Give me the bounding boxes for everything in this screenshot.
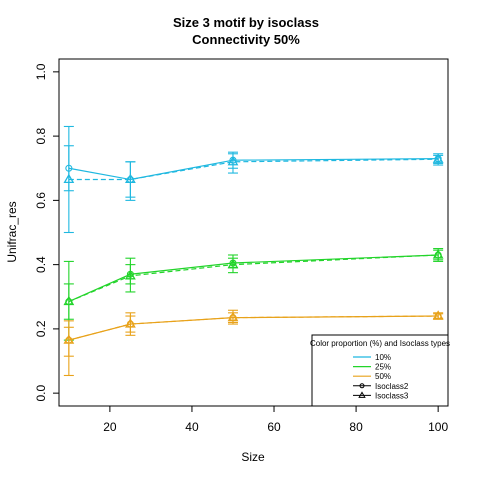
series-line: [68, 254, 439, 303]
series: [63, 309, 444, 377]
y-tick-label: 1.0: [34, 63, 48, 80]
chart-subtitle: Connectivity 50%: [192, 32, 300, 47]
series-line: [68, 158, 439, 181]
legend-label: Isoclass3: [375, 391, 409, 400]
y-axis: 0.0 0.2 0.4 0.6 0.8 1.0: [34, 63, 59, 401]
data-point: [63, 173, 75, 184]
y-tick-label: 0.8: [34, 127, 48, 144]
legend-entry: 50%: [353, 372, 391, 381]
y-tick-label: 0.0: [34, 384, 48, 401]
x-tick-label: 100: [428, 420, 448, 434]
chart-title: Size 3 motif by isoclass: [173, 15, 319, 30]
data-point: [432, 310, 444, 320]
plot-frame: [58, 58, 449, 407]
series-layer: [63, 125, 444, 377]
legend-label: Isoclass2: [375, 382, 409, 391]
series: [63, 125, 444, 234]
legend-marker: [358, 391, 366, 398]
data-point: [227, 311, 239, 322]
data-point: [432, 249, 444, 259]
legend-label: 25%: [375, 363, 391, 372]
series-line: [68, 254, 439, 303]
legend-entry: 10%: [353, 353, 391, 362]
data-point: [227, 258, 239, 269]
legend-entry: 25%: [353, 363, 391, 372]
legend: Color proportion (%) and Isoclass types …: [310, 334, 450, 407]
x-tick-label: 40: [185, 420, 199, 434]
data-point: [432, 153, 444, 163]
x-tick-label: 80: [349, 420, 363, 434]
series: [63, 145, 444, 198]
legend-entry: Isoclass3: [353, 391, 409, 400]
data-point: [63, 295, 75, 306]
legend-label: 10%: [375, 353, 391, 362]
x-tick-label: 20: [103, 420, 117, 434]
legend-entry: Isoclass2: [353, 382, 409, 391]
series-line: [68, 158, 439, 181]
legend-box: [311, 334, 449, 407]
series-line: [68, 315, 439, 341]
y-axis-label: Unifrac_res: [5, 201, 19, 262]
x-axis: 20 40 60 80 100: [103, 406, 448, 434]
x-axis-label: Size: [241, 450, 265, 464]
legend-marker: [359, 383, 365, 389]
data-point: [124, 270, 136, 280]
x-tick-label: 60: [267, 420, 281, 434]
legend-label: 50%: [375, 372, 391, 381]
legend-title: Color proportion (%) and Isoclass types: [310, 339, 450, 348]
series: [63, 249, 444, 320]
y-tick-label: 0.2: [34, 320, 48, 337]
data-point: [227, 156, 239, 166]
data-point: [124, 173, 136, 184]
y-tick-label: 0.4: [34, 256, 48, 273]
y-tick-label: 0.6: [34, 192, 48, 209]
data-point: [124, 318, 136, 328]
data-point: [63, 334, 75, 344]
